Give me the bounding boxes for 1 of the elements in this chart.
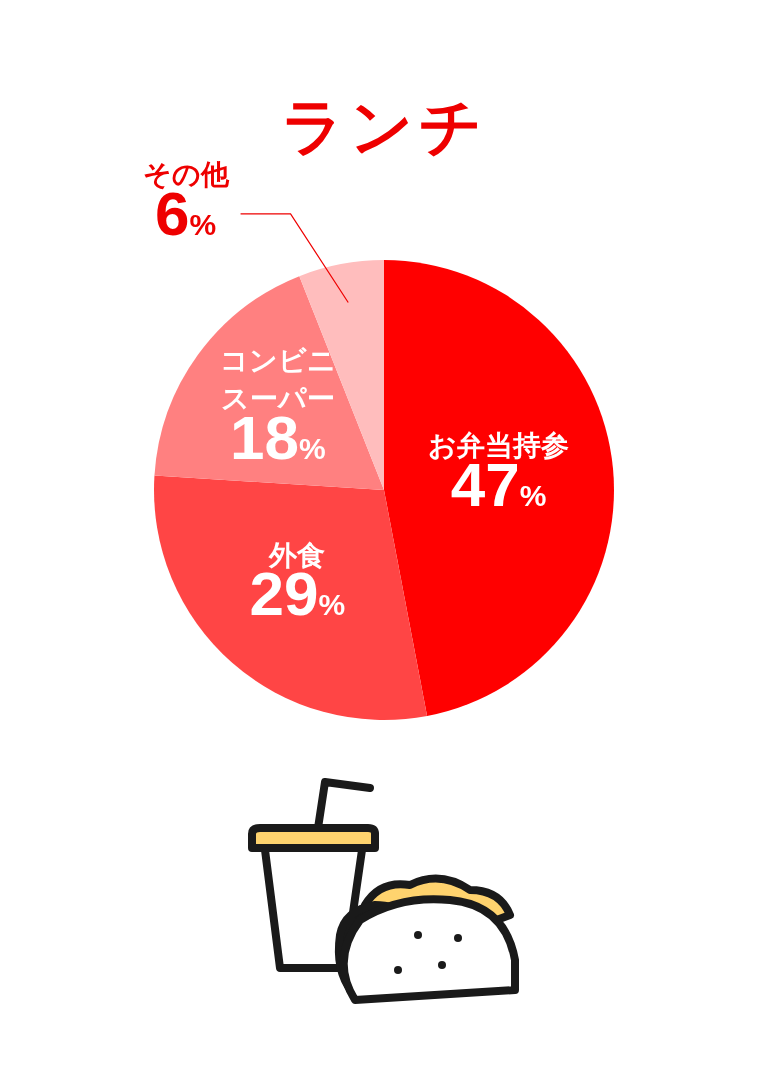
- chart-title: ランチ: [280, 90, 488, 163]
